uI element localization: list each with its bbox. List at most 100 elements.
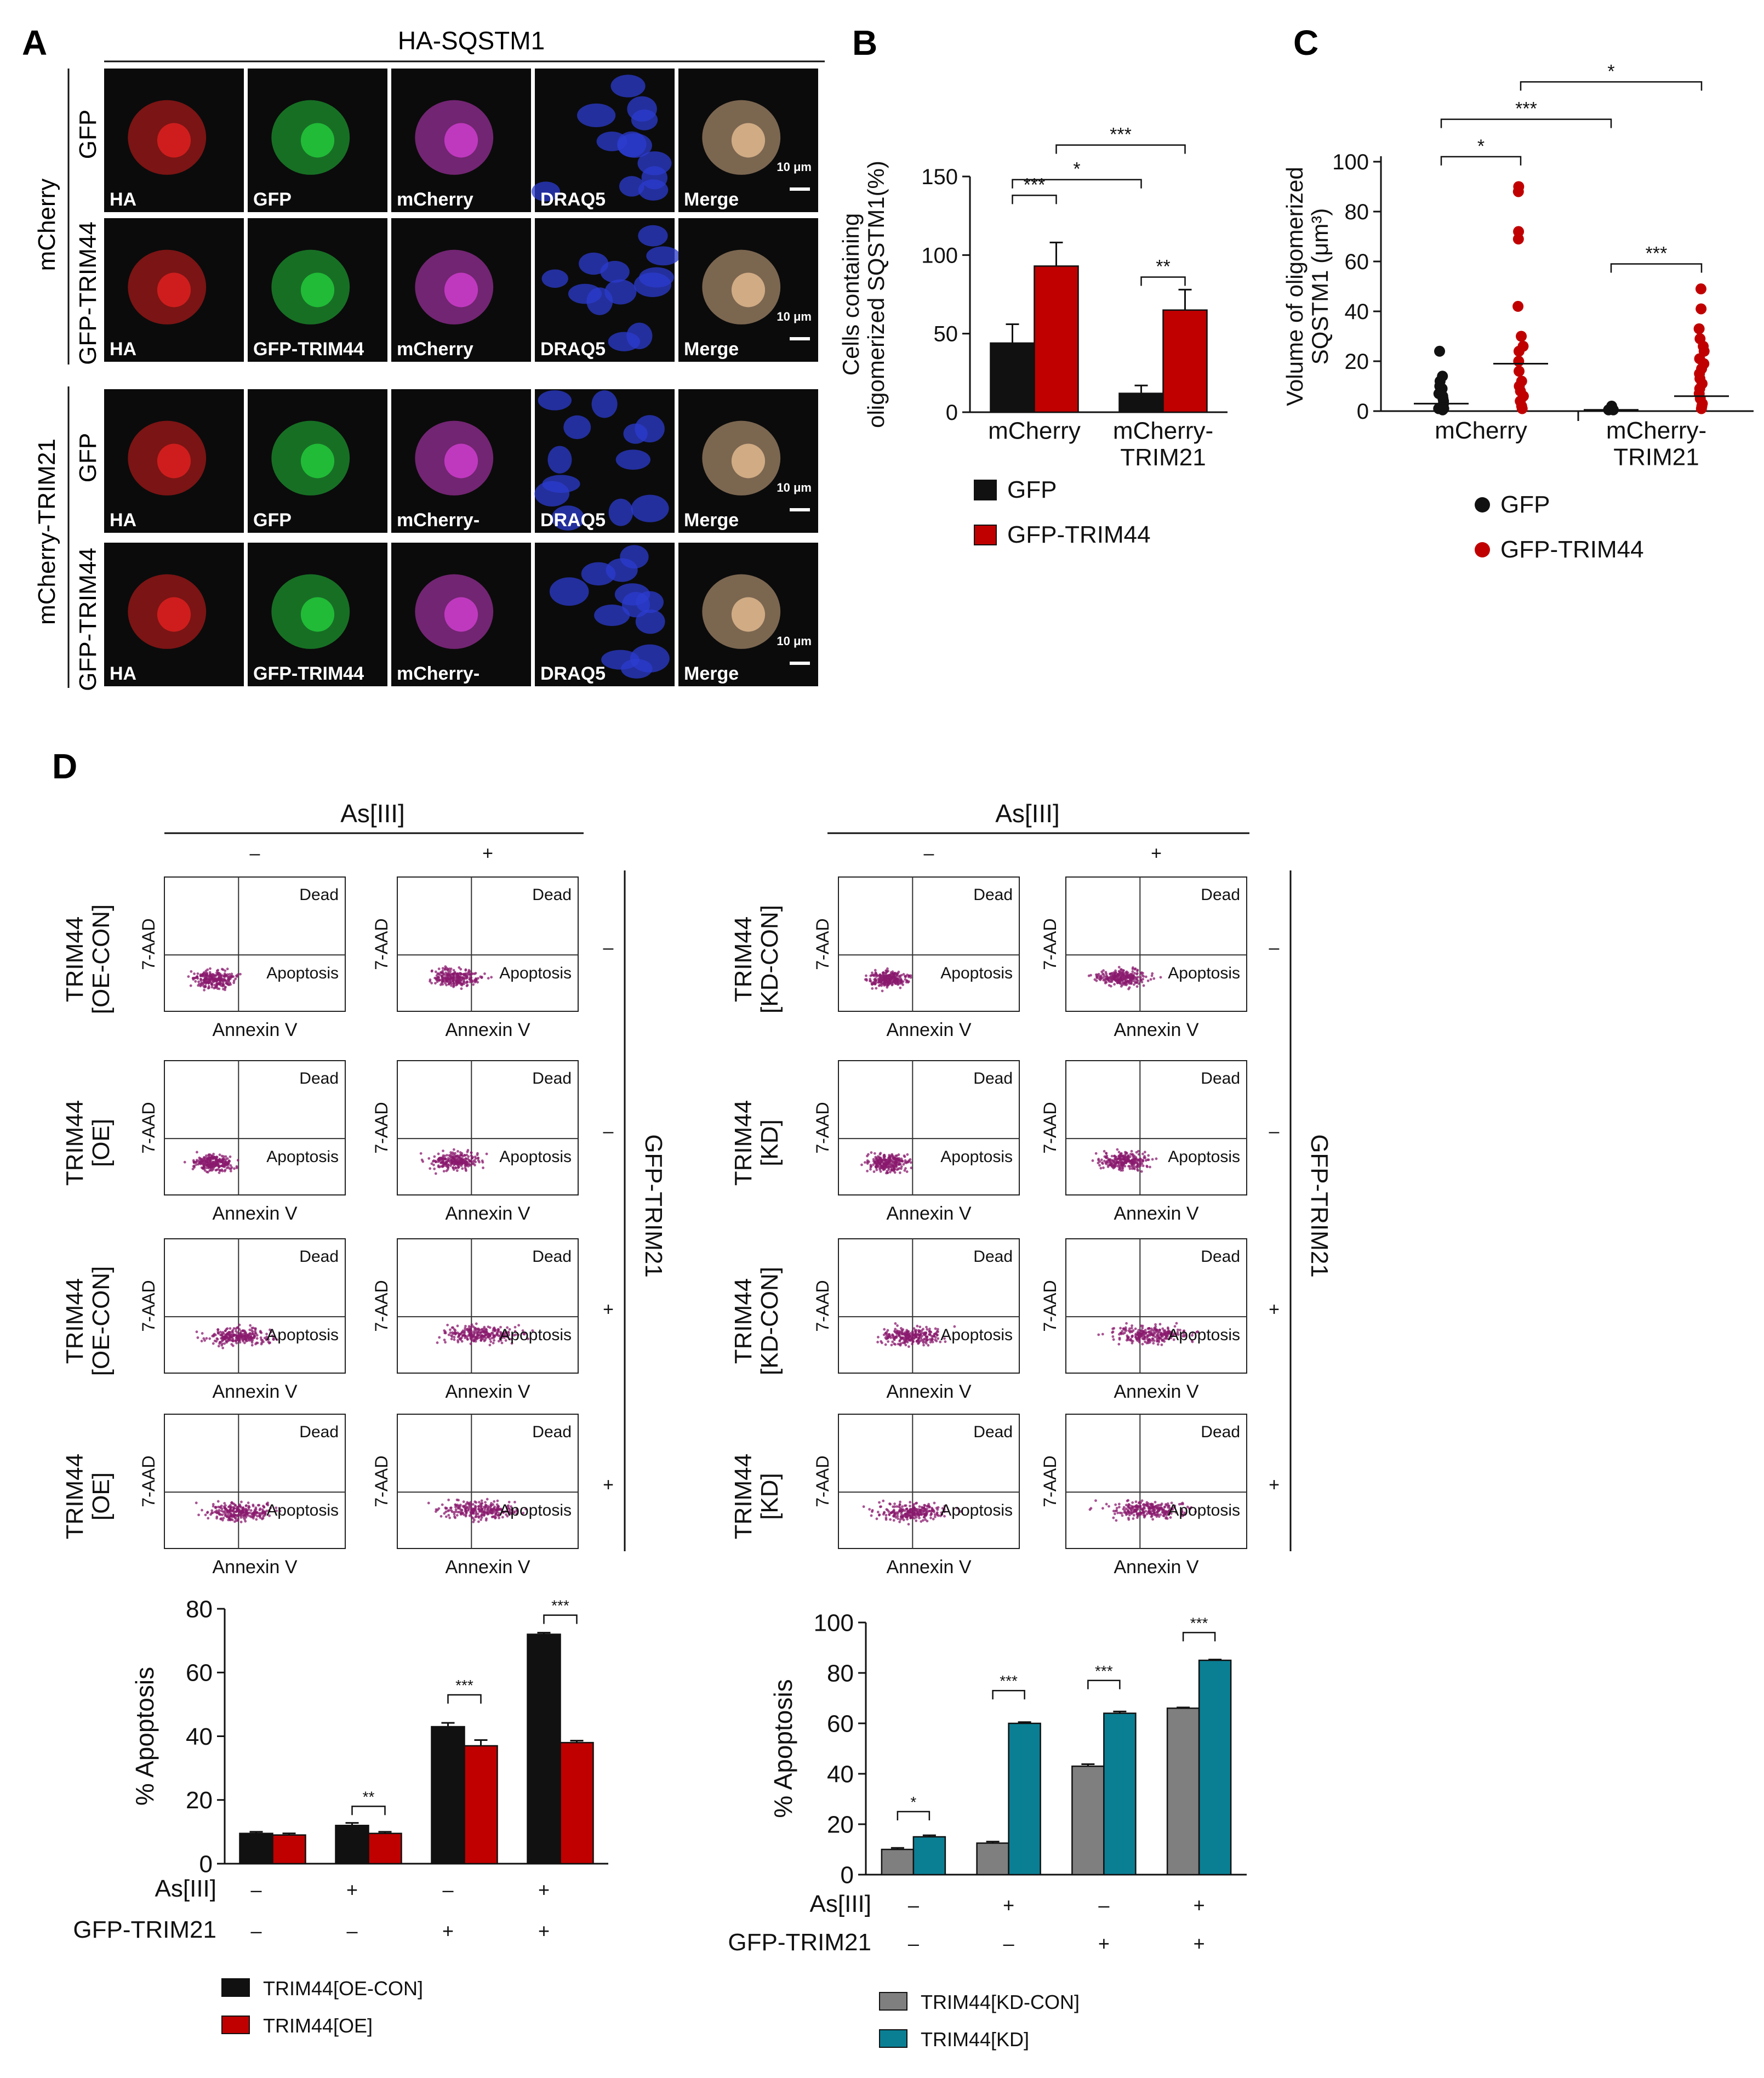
flow-event	[248, 1511, 252, 1515]
flow-event	[208, 1337, 212, 1340]
flow-event	[862, 1505, 865, 1508]
micro-channel-label-line: TRIM21	[397, 684, 463, 704]
flow-event	[254, 1327, 257, 1330]
flow-event	[899, 1516, 903, 1518]
flow-event	[889, 1165, 893, 1168]
cell-core	[444, 123, 478, 158]
flow-event	[905, 1337, 908, 1341]
flow-event	[200, 1340, 203, 1342]
flow-event	[498, 1514, 501, 1517]
flow-event	[471, 1333, 473, 1336]
flow-event	[1137, 1501, 1140, 1505]
flow-event	[479, 1518, 483, 1521]
flow-event	[207, 1171, 209, 1174]
flow-event	[216, 971, 220, 975]
flow-event	[904, 975, 907, 978]
row-label-line: [KD]	[756, 1119, 783, 1166]
micro-channel-label: Merge	[684, 339, 739, 360]
flow-event	[1137, 1149, 1140, 1153]
nucleus-shape	[591, 390, 618, 418]
flow-event	[444, 1163, 448, 1165]
micro-channel-label: DRAQ5	[540, 189, 606, 210]
condition-sign: –	[250, 1878, 261, 1901]
flow-event	[867, 1153, 870, 1156]
flow-frame	[164, 1414, 346, 1549]
flow-event	[488, 1326, 492, 1329]
flow-event	[476, 1157, 479, 1160]
flow-event	[210, 1157, 213, 1160]
quadrant-dead-label: Dead	[299, 1248, 339, 1266]
flow-x-label: Annexin V	[446, 1557, 530, 1578]
flow-event	[444, 1341, 447, 1344]
flow-event	[886, 1160, 889, 1164]
panel-label-b: B	[852, 23, 877, 62]
flow-event	[888, 1333, 891, 1336]
flow-event	[877, 1335, 880, 1339]
micro-panel: DRAQ5	[535, 543, 675, 686]
flow-event	[227, 1337, 230, 1340]
scatter-point	[1695, 283, 1706, 295]
flow-event	[465, 1511, 468, 1515]
x-category-label-line: mCherry-	[1113, 417, 1213, 444]
flow-event	[1160, 1334, 1163, 1336]
flow-event	[933, 1501, 936, 1505]
flow-event	[883, 974, 886, 977]
flow-event	[429, 978, 432, 981]
flow-y-label: 7-AAD	[1040, 918, 1060, 970]
flow-event	[870, 983, 874, 986]
flow-event	[226, 1327, 229, 1330]
micro-channel-label-line: mCherry-	[397, 663, 479, 684]
flow-event	[229, 1512, 232, 1516]
quadrant-apoptosis-label: Apoptosis	[266, 1501, 339, 1519]
flow-event	[219, 984, 222, 987]
flow-event	[880, 1505, 882, 1508]
flow-event	[477, 1520, 480, 1523]
flow-event	[213, 1162, 216, 1165]
flow-event	[493, 1329, 496, 1332]
significance-bracket	[1140, 276, 1186, 286]
quadrant-apoptosis-label: Apoptosis	[266, 1148, 339, 1166]
flow-event	[1095, 979, 1098, 982]
flow-event	[254, 1342, 257, 1346]
flow-event	[907, 1523, 910, 1526]
quadrant-dead-label: Dead	[299, 1069, 339, 1088]
flow-event	[1140, 1170, 1143, 1173]
flow-event	[204, 981, 208, 984]
flow-event	[1139, 1164, 1142, 1168]
significance-bracket	[1520, 81, 1703, 91]
flow-event	[219, 1517, 222, 1521]
flow-event	[872, 981, 875, 984]
flow-event	[1141, 1324, 1144, 1328]
flow-event	[259, 1336, 262, 1339]
flow-event	[1141, 1342, 1144, 1346]
flow-y-label: 7-AAD	[139, 918, 158, 970]
flow-event	[213, 1511, 216, 1513]
flow-event	[491, 1509, 494, 1512]
flow-event	[880, 975, 883, 977]
flow-event	[454, 1152, 456, 1155]
flow-event	[226, 973, 229, 976]
bar	[527, 1633, 561, 1865]
legend-marker	[1475, 497, 1490, 513]
flow-event	[878, 1162, 882, 1165]
flow-event	[1132, 1517, 1135, 1520]
flow-event	[196, 1151, 198, 1154]
flow-event	[207, 975, 210, 978]
flow-event	[219, 982, 222, 985]
scatter-point	[1696, 403, 1707, 414]
flow-event	[869, 980, 871, 982]
flow-event	[1105, 1152, 1108, 1155]
flow-event	[427, 1157, 431, 1160]
flow-event	[461, 1167, 464, 1170]
flow-event	[460, 987, 463, 990]
flow-event	[224, 1329, 227, 1333]
legend-swatch	[879, 1992, 907, 2011]
flow-frame	[838, 876, 1020, 1012]
flow-event	[493, 1339, 496, 1342]
flow-event	[278, 1510, 282, 1513]
micro-channel-label: GFP-TRIM44	[253, 339, 364, 360]
flow-event	[195, 1330, 198, 1334]
flow-event	[467, 1503, 471, 1506]
flow-event	[1118, 982, 1121, 985]
flow-x-label: Annexin V	[887, 1557, 972, 1578]
